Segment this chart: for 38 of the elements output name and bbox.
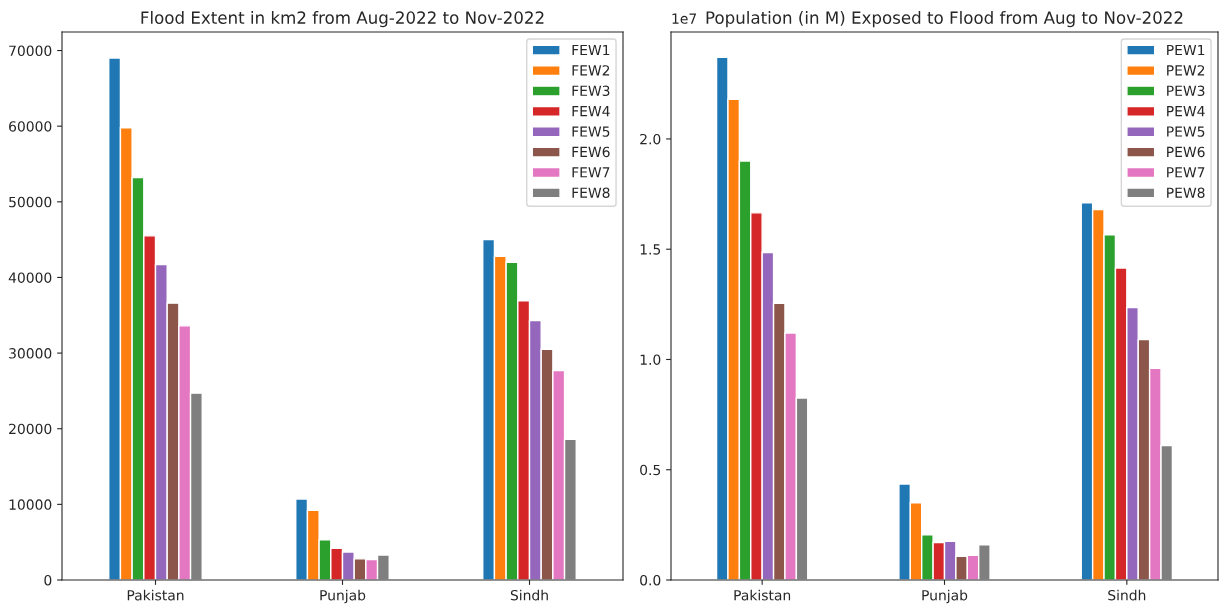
x-tick-label: Punjab [922,589,968,604]
legend-label: FEW1 [572,44,610,56]
y-tick-label: 1.0 [640,354,661,365]
x-tick-label: Pakistan [734,589,791,601]
y-tick-label: 0 [44,574,52,586]
y-tick-label: 60000 [9,121,52,132]
y-tick-label: 50000 [9,196,52,208]
x-tick-label: Sindh [510,589,548,601]
x-tick-label: Punjab [320,589,366,604]
legend-label: FEW7 [572,167,610,178]
legend-label: PEW7 [1167,167,1205,178]
legend-label: PEW5 [1167,126,1205,137]
text: 1e7 [672,13,697,24]
chart-title: Flood Extent in km2 from Aug-2022 to Nov-2022 [141,11,544,28]
legend-label: PEW6 [1167,146,1205,158]
legend-label: PEW3 [1167,85,1205,97]
y-tick-label: 70000 [9,45,52,57]
y-tick-label: 0.5 [640,464,661,476]
legend-label: PEW8 [1167,187,1205,198]
y-tick-label: 10000 [9,499,52,510]
y-tick-label: 1.5 [640,244,661,255]
legend-label: PEW2 [1167,65,1205,76]
legend-label: FEW5 [572,126,610,137]
x-tick-label: Sindh [1108,589,1146,601]
y-tick-label: 30000 [9,348,52,359]
legend-label: PEW4 [1167,106,1205,117]
y-tick-label: 40000 [8,272,52,283]
legend-label: FEW8 [572,187,610,198]
legend-label: PEW1 [1167,44,1205,56]
legend-label: FEW3 [572,85,610,97]
y-tick-label: 0.0 [640,574,661,586]
legend-label: FEW6 [572,146,610,158]
y-tick-label: 20000 [9,423,52,435]
chart-title: Population (in M) Exposed to Flood from Aug to Nov-2022 [706,11,1183,28]
y-tick-label: 2.0 [640,133,661,145]
legend-label: FEW2 [572,65,610,76]
x-tick-label: Pakistan [127,589,184,601]
legend-label: FEW4 [572,106,610,117]
